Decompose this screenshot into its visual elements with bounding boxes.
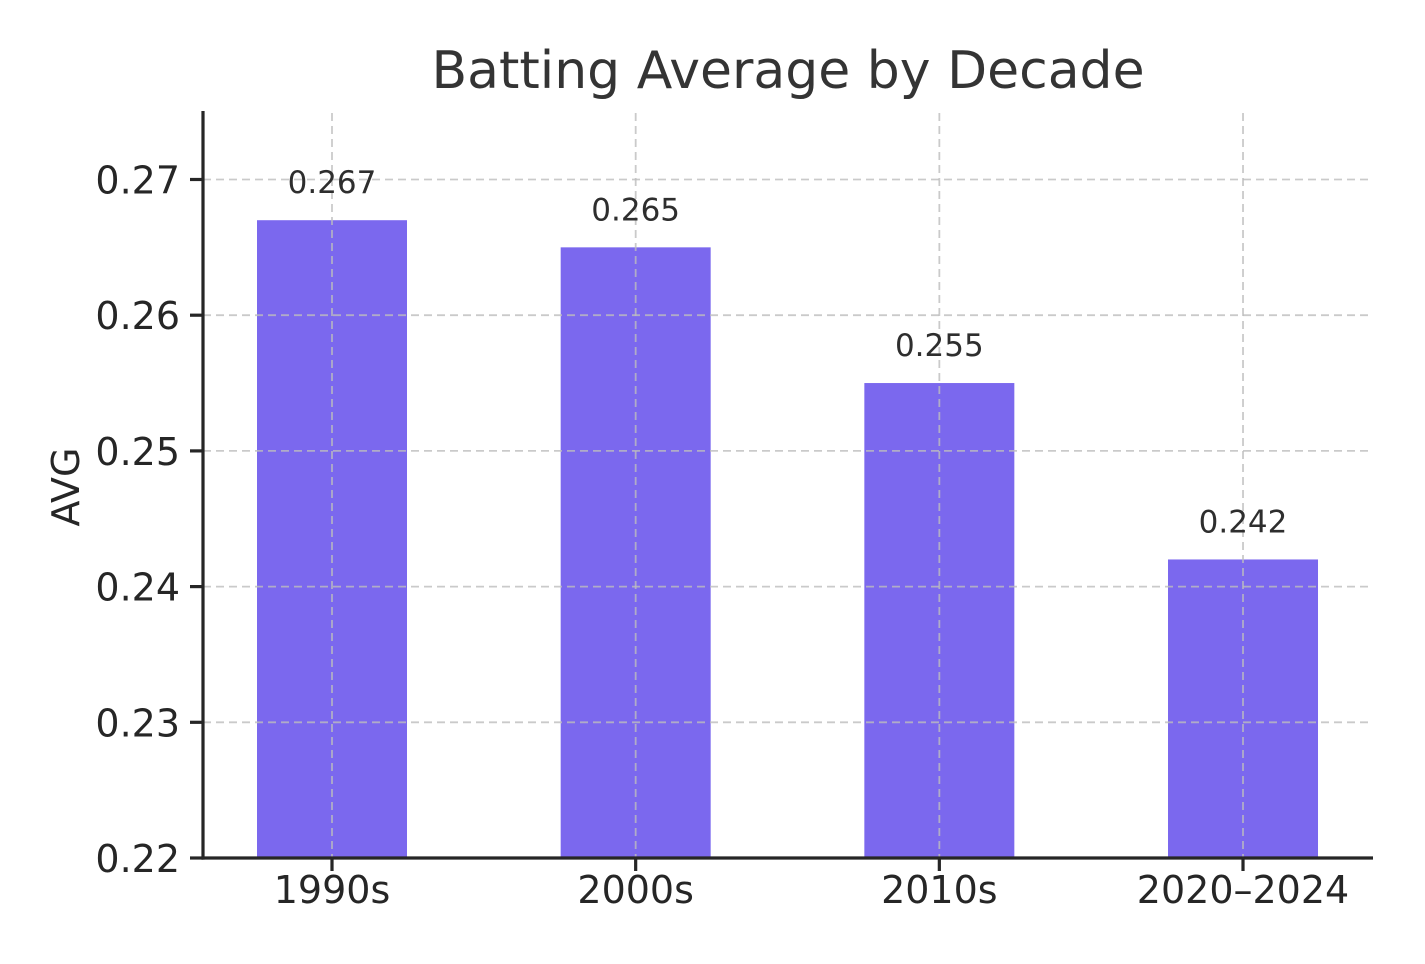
- chart-title: Batting Average by Decade: [431, 41, 1145, 101]
- y-tick-label: 0.25: [95, 430, 180, 474]
- y-tick-label: 0.26: [95, 294, 180, 338]
- x-tick-label: 2000s: [577, 868, 694, 912]
- bar-2020–2024: [1168, 559, 1319, 858]
- x-tick-label: 2020–2024: [1137, 868, 1349, 912]
- x-tick-label: 1990s: [274, 868, 391, 912]
- bar-value-label: 0.242: [1199, 504, 1288, 540]
- y-tick-label: 0.24: [95, 566, 180, 610]
- y-tick-label: 0.27: [95, 158, 180, 202]
- bar-value-label: 0.265: [591, 192, 680, 228]
- x-tick-label: 2010s: [881, 868, 998, 912]
- bar-value-label: 0.255: [895, 328, 984, 364]
- y-tick-label: 0.23: [95, 701, 180, 745]
- bar-value-label: 0.267: [288, 165, 377, 201]
- y-tick-label: 0.22: [95, 837, 180, 881]
